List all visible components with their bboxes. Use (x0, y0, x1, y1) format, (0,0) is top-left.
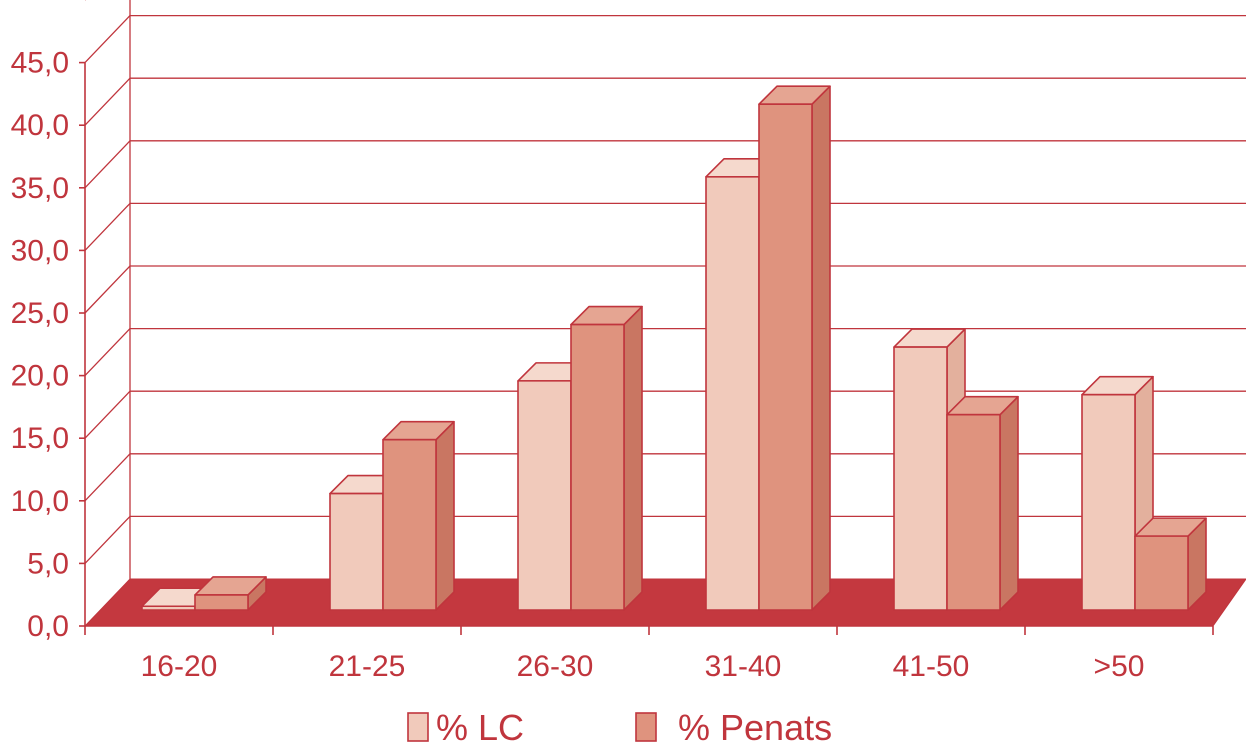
bar (570, 305, 643, 611)
gridline-depth (84, 77, 131, 126)
gridline-depth (84, 453, 131, 502)
bar-front (570, 323, 625, 611)
gridline-depth (84, 202, 131, 251)
y-tick-label: 15,0 (11, 422, 69, 455)
x-category-label: 21-25 (329, 650, 406, 683)
axes (79, 61, 1214, 635)
bar-side (435, 420, 455, 611)
y-tick-label: 25,0 (11, 297, 69, 330)
bar-front (141, 605, 196, 611)
y-tick-label: 40,0 (11, 109, 69, 142)
bar-front (194, 594, 249, 611)
bars (141, 85, 1207, 611)
bar (382, 420, 455, 611)
x-category-label: 26-30 (517, 650, 594, 683)
gridline-depth (84, 15, 131, 64)
y-tick-label: 0,0 (27, 610, 69, 643)
gridline-depth (84, 265, 131, 314)
bar-side (999, 395, 1019, 611)
bar (946, 395, 1019, 611)
bar-front (758, 103, 813, 611)
x-category-label: 41-50 (893, 650, 970, 683)
bar-front (946, 413, 1001, 611)
legend-label-penats: % Penats (678, 707, 832, 742)
bar-front (1081, 393, 1136, 611)
bar-front (1134, 535, 1189, 611)
bar-front (893, 346, 948, 611)
gridline-depth (84, 140, 131, 189)
gridline-depth (84, 328, 131, 377)
y-tick-labels: 0,0 5,0 10,0 15,0 20,0 25,0 30,0 35,0 40,0 45,0 (11, 47, 69, 643)
gridline-depth (84, 390, 131, 439)
y-tick-label: 20,0 (11, 360, 69, 393)
x-category-label: >50 (1094, 650, 1145, 683)
y-tick-label: 45,0 (11, 47, 69, 80)
bar-front (382, 438, 437, 611)
y-tick-label: 30,0 (11, 234, 69, 267)
legend: % LC % Penats (407, 707, 832, 742)
bar-front (705, 176, 760, 611)
x-category-label: 16-20 (141, 650, 218, 683)
bar-side (811, 85, 831, 611)
legend-swatch-penats (635, 712, 657, 742)
bar-front (329, 492, 384, 611)
y-tick-label: 35,0 (11, 172, 69, 205)
legend-label-lc: % LC (436, 707, 524, 742)
bar-front (517, 380, 572, 611)
legend-swatch-lc (407, 712, 429, 742)
grid-lines (84, 0, 1246, 579)
bar (1134, 517, 1207, 611)
x-category-label: 31-40 (705, 650, 782, 683)
y-tick-label: 10,0 (11, 485, 69, 518)
y-tick-label: 5,0 (27, 547, 69, 580)
bar (194, 576, 267, 611)
bar-side (623, 305, 643, 611)
x-category-labels: 16-20 21-25 26-30 31-40 41-50 >50 (141, 650, 1145, 683)
gridline-depth (84, 515, 131, 564)
bar (758, 85, 831, 611)
